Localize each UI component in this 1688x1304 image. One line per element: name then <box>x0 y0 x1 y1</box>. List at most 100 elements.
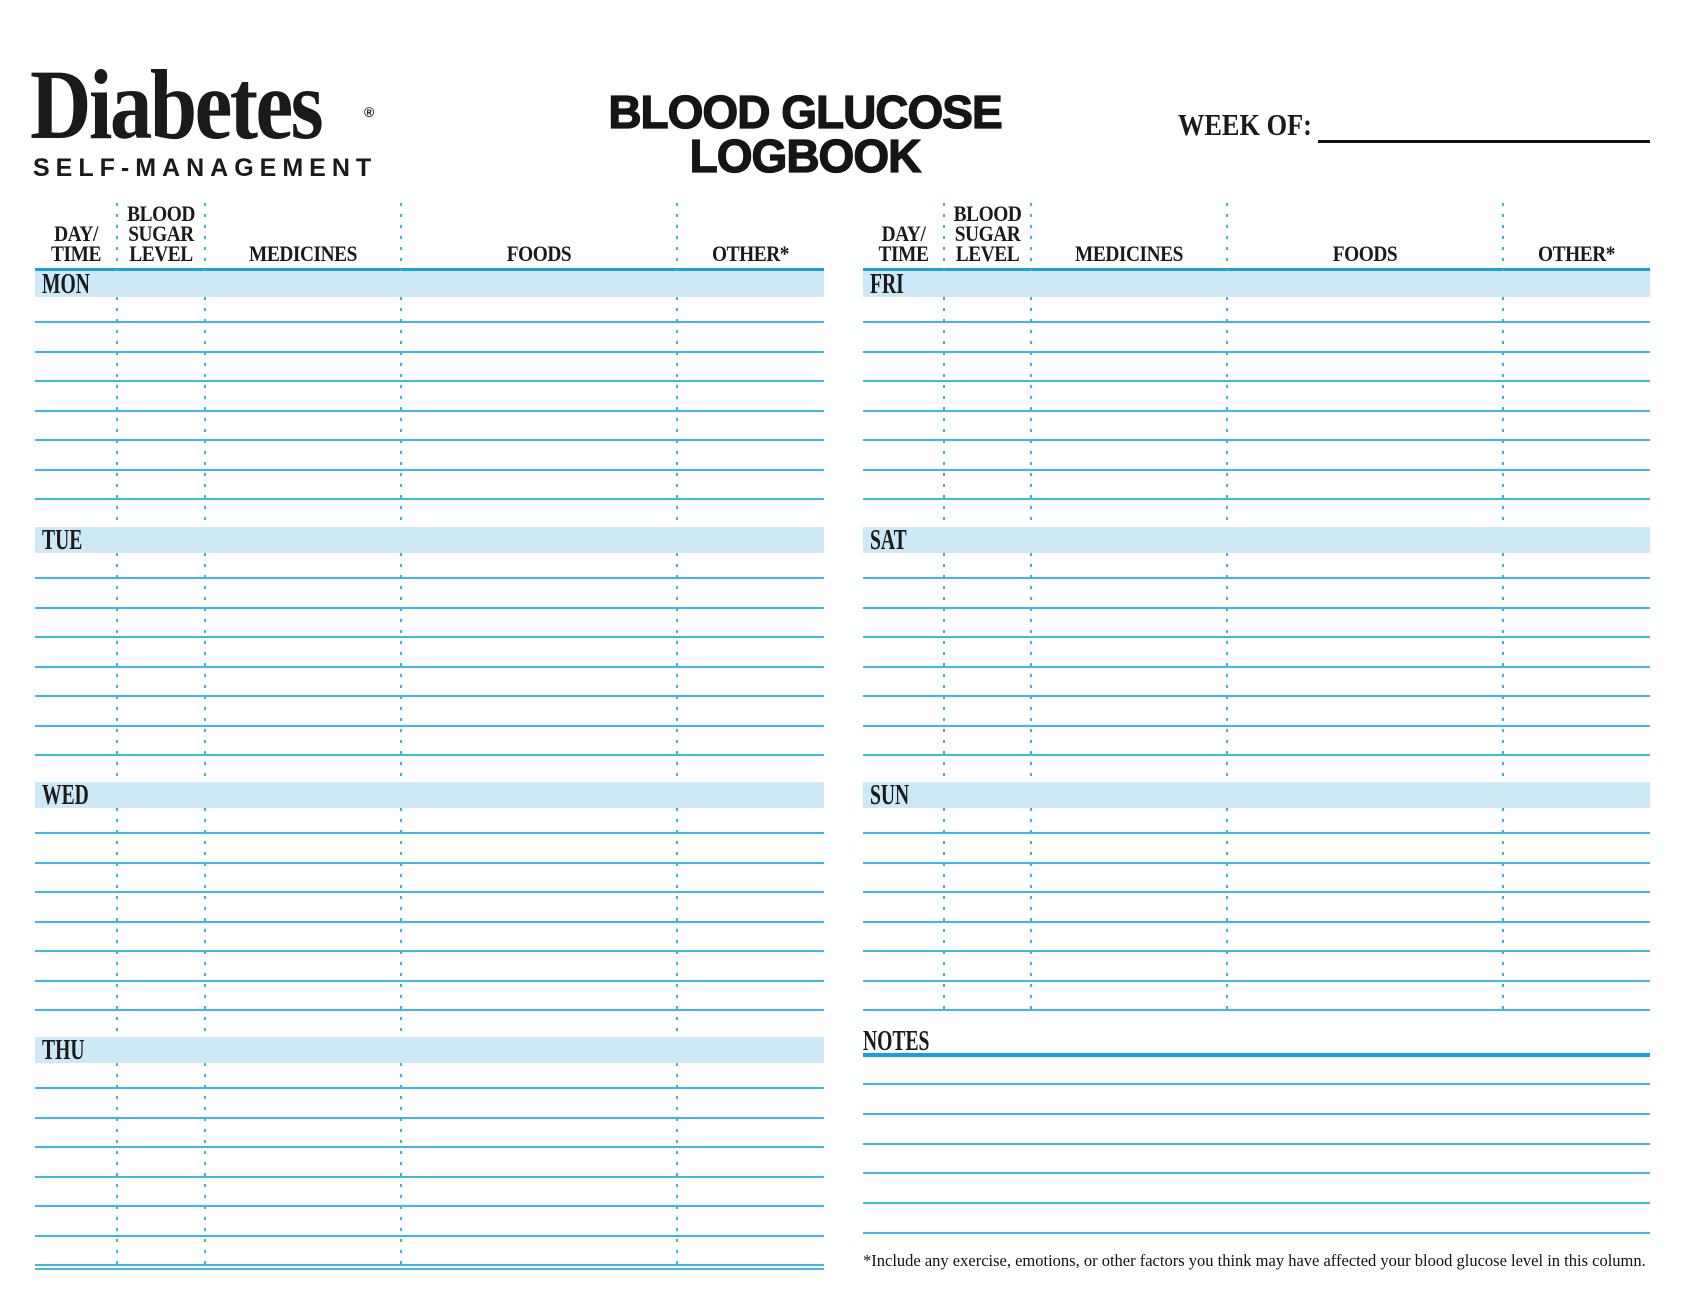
column-header-medicines: MEDICINES <box>1075 241 1183 266</box>
entry-row-fri-3[interactable] <box>863 351 1650 382</box>
entry-row-fri-5[interactable] <box>863 410 1650 441</box>
entry-row-tue-3[interactable] <box>35 607 824 638</box>
column-header-blood-sugar-level: BLOOD SUGAR LEVEL <box>127 201 195 266</box>
table-bottom-line <box>35 1268 824 1270</box>
entry-row-thu-2[interactable] <box>35 1087 824 1119</box>
entry-row-fri-2[interactable] <box>863 321 1650 353</box>
entry-row-thu-5[interactable] <box>35 1176 824 1207</box>
entry-row-sun-4[interactable] <box>863 891 1650 923</box>
column-header-blood-sugar-level: BLOOD SUGAR LEVEL <box>953 201 1022 266</box>
column-separator <box>1030 203 1032 271</box>
entry-row-mon-5[interactable] <box>35 410 824 441</box>
day-label-wed: WED <box>42 780 89 811</box>
header-rule <box>863 268 1650 271</box>
column-separator <box>204 203 206 271</box>
entry-row-sat-2[interactable] <box>863 577 1650 609</box>
entry-row-fri-7[interactable] <box>863 469 1650 500</box>
column-separator <box>116 203 118 271</box>
entry-row-wed-1[interactable] <box>35 808 824 834</box>
entry-row-fri-6[interactable] <box>863 439 1650 471</box>
column-separator <box>676 203 678 271</box>
notes-heading-rule <box>863 1053 1650 1057</box>
entry-row-tue-5[interactable] <box>35 666 824 697</box>
entry-row-wed-7[interactable] <box>35 980 824 1011</box>
entry-row-mon-7[interactable] <box>35 469 824 500</box>
notes-line-4[interactable] <box>863 1146 1650 1175</box>
entry-row-tue-6[interactable] <box>35 695 824 727</box>
day-label-sat: SAT <box>870 525 907 556</box>
entry-row-tue-1[interactable] <box>35 553 824 579</box>
entry-row-wed-3[interactable] <box>35 862 824 893</box>
entry-row-sat-6[interactable] <box>863 695 1650 727</box>
brand-logo: Diabetes <box>30 49 324 160</box>
entry-row-fri-1[interactable] <box>863 297 1650 323</box>
day-label-tue: TUE <box>42 525 83 556</box>
entry-row-thu-4[interactable] <box>35 1146 824 1178</box>
notes-line-2[interactable] <box>863 1087 1650 1115</box>
entry-row-mon-4[interactable] <box>35 380 824 412</box>
week-of-label: WEEK OF: <box>1178 107 1312 142</box>
entry-row-sat-5[interactable] <box>863 666 1650 697</box>
entry-row-fri-4[interactable] <box>863 380 1650 412</box>
entry-row-tue-4[interactable] <box>35 636 824 668</box>
column-header-day-time: DAY/ TIME <box>878 221 929 266</box>
entry-row-thu-3[interactable] <box>35 1117 824 1148</box>
entry-row-wed-5[interactable] <box>35 921 824 952</box>
day-label-mon: MON <box>42 269 90 300</box>
entry-row-mon-3[interactable] <box>35 351 824 382</box>
column-separator <box>1502 203 1504 271</box>
entry-row-wed-4[interactable] <box>35 891 824 923</box>
registered-trademark-icon: ® <box>364 104 375 120</box>
entry-row-thu-1[interactable] <box>35 1063 824 1089</box>
page-title-line1: BLOOD GLUCOSE <box>608 86 1004 138</box>
day-label-fri: FRI <box>870 269 904 300</box>
day-label-sun: SUN <box>870 780 910 811</box>
notes-line-5[interactable] <box>863 1176 1650 1205</box>
column-header-day-time: DAY/ TIME <box>51 221 101 266</box>
week-of-input-line[interactable] <box>1318 140 1650 143</box>
day-band-thu: THU <box>35 1035 824 1066</box>
entry-row-thu-6[interactable] <box>35 1205 824 1237</box>
day-band-fri: FRI <box>863 269 1650 300</box>
log-table-left: DAY/ TIME BLOOD SUGAR LEVEL MEDICINES FOODS… <box>35 0 824 1304</box>
day-label-thu: THU <box>42 1035 85 1066</box>
entry-row-wed-2[interactable] <box>35 832 824 864</box>
entry-row-sat-7[interactable] <box>863 725 1650 756</box>
page-title-line2: LOGBOOK <box>689 130 922 182</box>
day-band-tue: TUE <box>35 525 824 556</box>
column-header-foods: FOODS <box>506 241 572 266</box>
column-separator <box>400 203 402 271</box>
entry-row-sun-1[interactable] <box>863 808 1650 834</box>
entry-row-sun-7[interactable] <box>863 980 1650 1011</box>
entry-row-wed-6[interactable] <box>35 950 824 982</box>
day-band-sun: SUN <box>863 780 1650 811</box>
column-header-medicines: MEDICINES <box>249 241 357 266</box>
entry-row-sun-3[interactable] <box>863 862 1650 893</box>
entry-row-mon-2[interactable] <box>35 321 824 353</box>
entry-row-sat-3[interactable] <box>863 607 1650 638</box>
day-band-mon: MON <box>35 269 824 300</box>
footnote: *Include any exercise, emotions, or othe… <box>863 1251 1646 1270</box>
column-header-other: OTHER* <box>1538 241 1615 266</box>
notes-line-1[interactable] <box>863 1057 1650 1085</box>
entry-row-sat-1[interactable] <box>863 553 1650 579</box>
brand-tagline: SELF-MANAGEMENT <box>33 154 378 182</box>
column-separator <box>1226 203 1228 271</box>
notes-line-6[interactable] <box>863 1206 1650 1234</box>
entry-row-sun-5[interactable] <box>863 921 1650 952</box>
entry-row-mon-1[interactable] <box>35 297 824 323</box>
entry-row-sun-2[interactable] <box>863 832 1650 864</box>
page-title: BLOOD GLUCOSE LOGBOOK <box>405 86 1205 182</box>
entry-row-thu-7[interactable] <box>35 1235 824 1266</box>
entry-row-mon-6[interactable] <box>35 439 824 471</box>
entry-row-sun-6[interactable] <box>863 950 1650 982</box>
entry-row-tue-2[interactable] <box>35 577 824 609</box>
entry-row-sat-4[interactable] <box>863 636 1650 668</box>
day-band-wed: WED <box>35 780 824 811</box>
column-header-foods: FOODS <box>1332 241 1398 266</box>
notes-label: NOTES <box>863 1026 930 1057</box>
entry-row-tue-7[interactable] <box>35 725 824 756</box>
column-separator <box>943 203 945 271</box>
notes-line-3[interactable] <box>863 1117 1650 1145</box>
